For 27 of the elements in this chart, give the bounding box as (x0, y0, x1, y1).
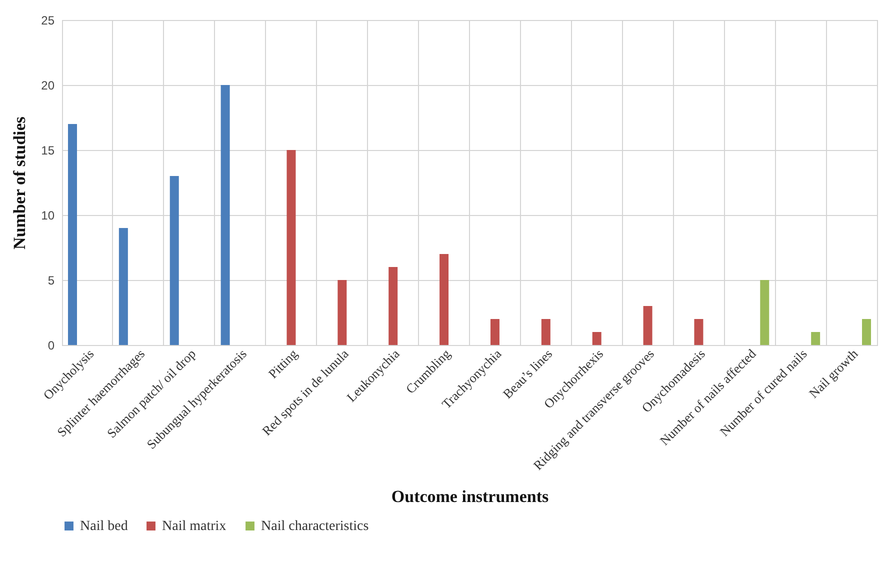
bar (490, 319, 500, 345)
y-tick-label: 15 (41, 144, 55, 158)
bar (388, 267, 398, 345)
legend-label: Nail bed (80, 519, 128, 534)
y-axis-title: Number of studies (10, 116, 30, 250)
bar (760, 280, 770, 345)
bar (338, 280, 347, 345)
y-tick-label: 10 (41, 208, 55, 222)
bar (220, 85, 230, 345)
bar (286, 150, 296, 345)
bar (170, 176, 179, 345)
bar (862, 319, 872, 345)
bar (118, 228, 128, 345)
bar (694, 319, 704, 345)
x-axis-title: Outcome instruments (391, 486, 549, 506)
y-tick-label: 5 (48, 274, 55, 288)
y-tick-label: 20 (41, 78, 55, 92)
bar (68, 124, 77, 345)
y-tick-label: 25 (41, 14, 55, 28)
legend-label: Nail characteristics (261, 519, 369, 534)
bar (811, 332, 820, 345)
bar (643, 306, 652, 345)
bar (592, 332, 602, 345)
y-tick-label: 0 (48, 338, 55, 352)
legend-label: Nail matrix (162, 519, 226, 534)
bar (541, 319, 550, 345)
bar (440, 254, 449, 345)
